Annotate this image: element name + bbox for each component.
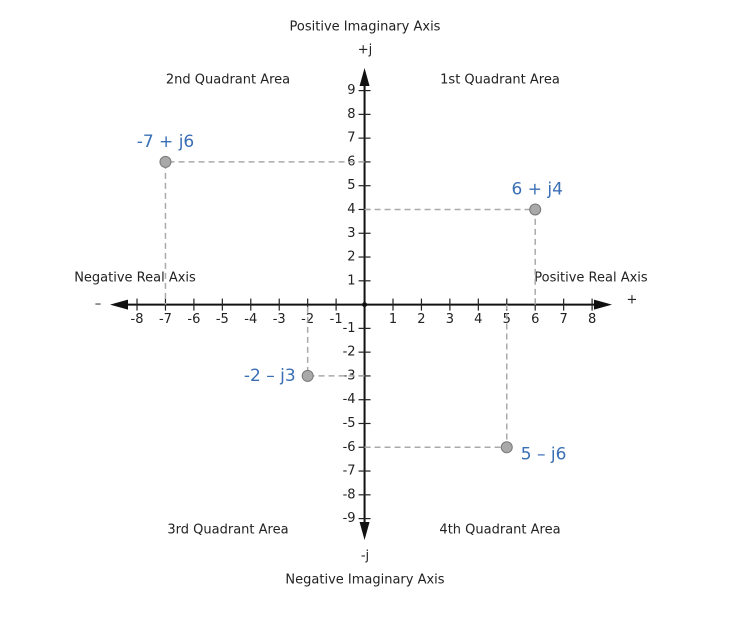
y-tick-label: 4 xyxy=(347,202,355,217)
axis-label: Positive Real Axis xyxy=(534,271,648,286)
quadrant-label: 1st Quadrant Area xyxy=(440,73,560,88)
x-tick-label: -3 xyxy=(273,312,286,327)
arrow xyxy=(359,68,370,86)
x-tick-label: -6 xyxy=(187,312,200,327)
x-tick-label: 1 xyxy=(389,312,397,327)
point-label: -2 – j3 xyxy=(244,366,296,386)
point xyxy=(301,369,314,382)
x-tick-label: 4 xyxy=(474,312,482,327)
point xyxy=(529,203,542,216)
y-tick-label: -6 xyxy=(343,440,356,455)
quadrant-label: 4th Quadrant Area xyxy=(439,523,560,538)
y-tick-label: -8 xyxy=(343,487,356,502)
y-tick-label: -5 xyxy=(343,416,356,431)
y-tick-label: 9 xyxy=(347,83,355,98)
axis-label: Negative Imaginary Axis xyxy=(285,573,444,588)
y-tick-label: 1 xyxy=(347,273,355,288)
origin xyxy=(362,302,368,308)
x-tick-label: -1 xyxy=(330,312,343,327)
y-tick-label: 5 xyxy=(347,178,355,193)
arrow xyxy=(110,299,128,310)
x-tick-label: 8 xyxy=(588,312,596,327)
guide-line xyxy=(364,304,508,449)
guide-line xyxy=(306,304,365,377)
y-tick-label: -1 xyxy=(343,321,356,336)
point-label: -7 + j6 xyxy=(137,132,195,152)
axis-label: Negative Real Axis xyxy=(74,271,196,286)
y-tick-label: -9 xyxy=(343,511,356,526)
y-tick-label: -7 xyxy=(343,464,356,479)
x-tick-label: -4 xyxy=(244,312,257,327)
axis-symbol: – xyxy=(95,297,102,312)
guide-line xyxy=(164,161,365,305)
y-tick-label: 2 xyxy=(347,250,355,265)
y-tick-label: 8 xyxy=(347,107,355,122)
point xyxy=(500,441,513,454)
x-tick-label: 7 xyxy=(560,312,568,327)
x-tick-label: -7 xyxy=(159,312,172,327)
y-tick-label: 3 xyxy=(347,226,355,241)
x-tick-label: 5 xyxy=(503,312,511,327)
arrow xyxy=(359,522,370,540)
x-tick-label: 3 xyxy=(446,312,454,327)
quadrant-label: 3rd Quadrant Area xyxy=(167,523,288,538)
x-tick-label: -5 xyxy=(216,312,229,327)
axis-label: Positive Imaginary Axis xyxy=(290,20,441,35)
x-tick-label: -8 xyxy=(131,312,144,327)
point-label: 6 + j4 xyxy=(511,179,562,199)
axis-symbol: +j xyxy=(358,43,373,58)
y-tick-label: -2 xyxy=(343,345,356,360)
axis-symbol: + xyxy=(627,293,638,308)
x-tick-label: 2 xyxy=(417,312,425,327)
arrow xyxy=(594,299,612,310)
guide-line xyxy=(364,208,536,305)
point xyxy=(159,155,172,168)
axis-symbol: -j xyxy=(361,549,369,564)
quadrant-label: 2nd Quadrant Area xyxy=(166,73,290,88)
x-tick-label: 6 xyxy=(531,312,539,327)
y-tick-label: 7 xyxy=(347,131,355,146)
point-label: 5 – j6 xyxy=(521,444,567,464)
y-tick-label: -4 xyxy=(343,392,356,407)
